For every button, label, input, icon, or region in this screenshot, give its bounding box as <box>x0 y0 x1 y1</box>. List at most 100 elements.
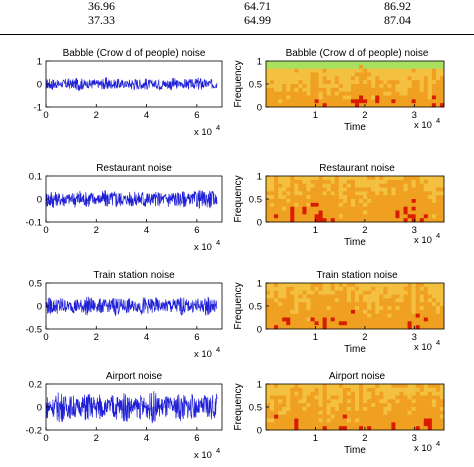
spectrogram-cell <box>403 176 408 181</box>
spectrogram-cell <box>431 91 437 96</box>
spectrogram-cell <box>375 187 380 192</box>
spectrogram-cell <box>330 187 336 192</box>
spectrogram-cell <box>286 387 291 392</box>
spectrogram-cell <box>371 179 376 184</box>
spectrogram-cell <box>334 321 340 326</box>
spectrogram-cell <box>314 286 319 291</box>
spectrogram-cell <box>302 290 307 295</box>
spectrogram-cell <box>355 283 360 288</box>
spectrogram-cell <box>367 76 372 81</box>
spectrogram-cell <box>439 176 445 181</box>
spectrogram-cell <box>395 68 400 73</box>
spectrogram-cell <box>322 410 327 415</box>
x-tick-label: 2 <box>94 433 99 444</box>
spectrogram-cell <box>314 64 319 69</box>
spectrogram-cell <box>306 426 311 431</box>
spectrogram-cell <box>379 313 384 318</box>
spectrogram-cell <box>310 199 315 204</box>
spectrogram-cell <box>407 61 412 66</box>
spectrogram-cell <box>350 87 356 92</box>
spectrogram-cell <box>274 214 279 219</box>
spectrogram-cell <box>359 68 364 73</box>
spectrogram-cell <box>270 183 275 188</box>
spectrogram-cell <box>379 387 384 392</box>
spectrogram-cell <box>322 210 327 215</box>
spectrogram-cell <box>318 84 323 89</box>
spectrogram-cell <box>322 202 327 207</box>
spectrogram-cell <box>399 399 404 404</box>
spectrogram-cell <box>391 191 396 196</box>
spectrogram-cell <box>270 61 275 66</box>
spectrogram-cell <box>286 309 291 314</box>
spectrogram-cell <box>435 214 441 219</box>
spectrogram-cell <box>367 95 372 100</box>
spectrogram-cell <box>379 72 384 77</box>
spectrogram-cell <box>379 384 384 389</box>
spectrogram-cell <box>411 183 416 188</box>
spectrogram-cell <box>403 87 408 92</box>
spectrogram-cell <box>306 95 311 100</box>
spectrogram-cell <box>403 68 408 73</box>
spectrogram-cell <box>367 395 372 400</box>
x-tick-label: 4 <box>144 433 149 444</box>
spectrogram-cell <box>298 103 303 108</box>
spectrogram-cell <box>415 302 421 307</box>
spectrogram-cell <box>407 309 412 314</box>
spectrogram-cell <box>306 410 311 415</box>
spectrogram-cell <box>342 72 348 77</box>
spectrogram-cell <box>338 183 344 188</box>
spectrogram-cell <box>423 91 429 96</box>
spectrogram-cell <box>342 399 348 404</box>
spectrogram-cell <box>415 214 421 219</box>
spectrogram-cell <box>415 414 421 419</box>
spectrogram-cell <box>363 202 368 207</box>
spectrogram-cell <box>350 309 356 314</box>
spectrogram-cell <box>427 414 433 419</box>
spectrogram-cell <box>407 195 412 200</box>
spectrogram-cell <box>399 325 404 330</box>
spectrogram-cell <box>431 206 437 211</box>
spectrogram-cell <box>367 410 372 415</box>
spectrogram-cell <box>342 283 348 288</box>
spectrogram-cell <box>298 414 303 419</box>
spectrogram-cell <box>371 426 376 431</box>
spectrogram-cell <box>342 391 348 396</box>
spectrogram-cell <box>282 422 287 427</box>
spectrogram-cell <box>431 298 437 303</box>
spectrogram-cell <box>310 179 315 184</box>
spectrogram-cell <box>294 76 299 81</box>
y-tick-label: 0 <box>257 325 262 336</box>
spectrogram-cell <box>407 84 412 89</box>
spectrogram-cell <box>363 306 368 311</box>
spectrogram-cell <box>282 179 287 184</box>
spectrogram-cell <box>419 294 425 299</box>
spectrogram-cell <box>290 84 295 89</box>
spectrogram-cell <box>423 306 429 311</box>
spectrogram-cell <box>310 317 315 322</box>
spectrogram-cell <box>355 414 360 419</box>
spectrogram-cell <box>334 84 340 89</box>
spectrogram-cell <box>274 206 279 211</box>
spectrogram-cell <box>282 309 287 314</box>
spectrogram-cell <box>407 294 412 299</box>
spectrogram-cell <box>379 199 384 204</box>
x-tick-label: 2 <box>362 110 367 121</box>
spectrogram-cell <box>387 384 392 389</box>
spectrogram-cell <box>286 214 291 219</box>
spectrogram-cell <box>310 313 315 318</box>
spectrogram-cell <box>330 426 336 431</box>
x-exponent-label: x 10 <box>414 342 432 353</box>
spectrogram-cell <box>286 317 291 322</box>
spectrogram-cell <box>326 313 332 318</box>
spectrogram-cell <box>363 395 368 400</box>
spectrogram-cell <box>427 218 433 223</box>
spectrogram-cell <box>266 294 271 299</box>
spectrogram-cell <box>294 91 299 96</box>
spectrogram-cell <box>355 321 360 326</box>
spectrogram-cell <box>306 183 311 188</box>
spectrogram-cell <box>294 214 299 219</box>
spectrogram-cell <box>338 391 344 396</box>
spectrogram-cell <box>290 391 295 396</box>
spectrogram-cell <box>282 391 287 396</box>
